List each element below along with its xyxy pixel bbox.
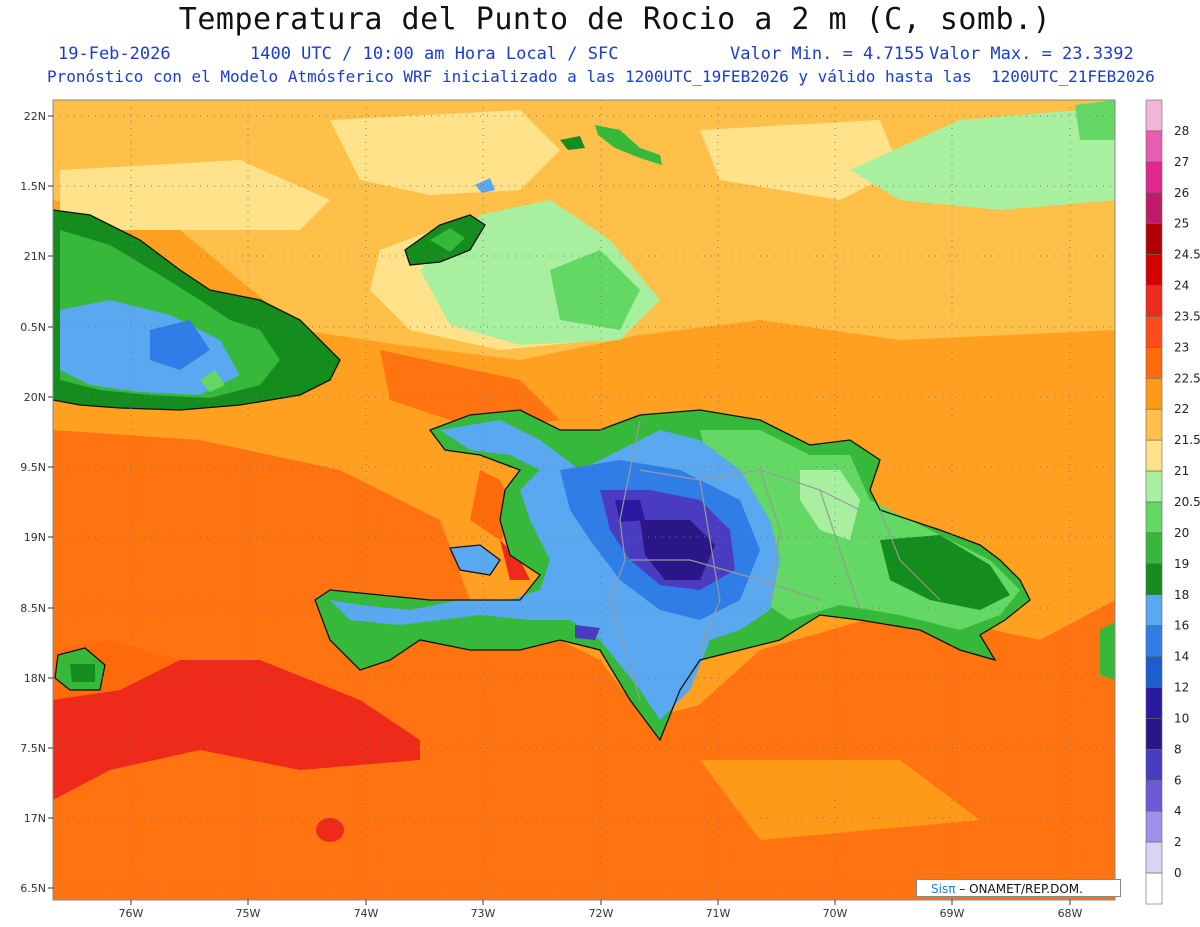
lon-label: 71W: [706, 907, 731, 920]
lat-label: 0.5N: [20, 321, 46, 334]
credit-text: – ONAMET/REP.DOM.: [959, 882, 1083, 896]
colorbar-swatch: [1145, 872, 1163, 905]
colorbar-swatch: [1145, 656, 1163, 688]
graticule: [53, 100, 1115, 900]
lon-labels: 76W 75W 74W 73W 72W 71W 70W 69W 68W: [119, 907, 1083, 920]
colorbar-label: 21: [1174, 464, 1189, 478]
colorbar-label: 25: [1174, 217, 1189, 231]
colorbar-swatch: [1145, 192, 1163, 224]
colorbar-label: 24: [1174, 279, 1189, 293]
colorbar-swatch: [1145, 254, 1163, 286]
colorbar-swatch: [1145, 718, 1163, 750]
lat-label: 17N: [24, 812, 46, 825]
colorbar-label: 6: [1174, 773, 1182, 787]
date-label: 19-Feb-2026: [58, 44, 171, 64]
colorbar-label: 0: [1174, 866, 1182, 880]
model-description: Pronóstico con el Modelo Atmósferico WRF…: [47, 67, 1155, 86]
colorbar-swatch: [1145, 532, 1163, 565]
colorbar-label: 16: [1174, 619, 1189, 633]
colorbar-swatch: [1145, 378, 1163, 410]
colorbar-swatch: [1145, 316, 1163, 348]
lon-label: 75W: [236, 907, 261, 920]
lon-label: 69W: [940, 907, 965, 920]
colorbar-swatch: [1145, 161, 1163, 194]
colorbar-label: 23: [1174, 340, 1189, 354]
province-borders: [609, 419, 941, 701]
colorbar-label: 22.5: [1174, 371, 1200, 385]
colorbar-swatch: [1145, 470, 1163, 503]
colorbar-label: 20.5: [1174, 495, 1200, 509]
colorbar-swatch: [1145, 285, 1163, 317]
colorbar-swatch: [1145, 810, 1163, 843]
colorbar-label: 18: [1174, 588, 1189, 602]
colorbar-label: 21.5: [1174, 433, 1200, 447]
lat-label: 7.5N: [20, 742, 46, 755]
credit-logo: Sisπ: [931, 882, 956, 896]
colorbar-label: 2: [1174, 835, 1182, 849]
colorbar-swatch: [1145, 687, 1163, 719]
colorbar-swatch: [1145, 625, 1163, 657]
lon-ticks: [130, 900, 1071, 905]
lat-ticks: [48, 115, 53, 889]
lat-label: 9.5N: [20, 461, 46, 474]
lon-label: 70W: [823, 907, 848, 920]
lat-label: 20N: [24, 391, 46, 404]
colorbar-label: 12: [1174, 681, 1189, 695]
min-value-label: Valor Min. = 4.7155: [730, 44, 925, 64]
lat-label: 22N: [24, 110, 46, 123]
colorbar-swatch: [1145, 347, 1163, 379]
lat-label: 8.5N: [20, 602, 46, 615]
colorbar-label: 19: [1174, 557, 1189, 571]
colorbar-label: 27: [1174, 155, 1189, 169]
max-value-label: Valor Max. = 23.3392: [929, 44, 1134, 64]
lon-label: 74W: [354, 907, 379, 920]
colorbar-label: 28: [1174, 124, 1189, 138]
lon-label: 73W: [471, 907, 496, 920]
map-border: [52, 99, 1116, 901]
lon-label: 72W: [589, 907, 614, 920]
colorbar-swatch: [1145, 408, 1163, 441]
colorbar-swatch: [1145, 99, 1163, 132]
colorbar-swatch: [1145, 563, 1163, 596]
colorbar-swatch: [1145, 501, 1163, 534]
lat-label: 1.5N: [20, 180, 46, 193]
lat-label: 19N: [24, 531, 46, 544]
colorbar-swatch: [1145, 594, 1163, 626]
coastlines: [53, 209, 1031, 742]
lat-label: 6.5N: [20, 882, 46, 895]
colorbar-swatch: [1145, 749, 1163, 781]
lon-label: 68W: [1058, 907, 1083, 920]
lon-label: 76W: [119, 907, 144, 920]
colorbar-label: 20: [1174, 526, 1189, 540]
colorbar-label: 10: [1174, 711, 1189, 725]
valid-time-label: 1400 UTC / 10:00 am Hora Local / SFC: [250, 44, 619, 64]
colorbar-label: 14: [1174, 650, 1189, 664]
colorbar-swatch: [1145, 439, 1163, 472]
colorbar-swatch: [1145, 130, 1163, 163]
colorbar-labels: 2827262524.52423.52322.52221.52120.52019…: [1174, 124, 1200, 880]
colorbar-swatch: [1145, 780, 1163, 812]
colorbar-label: 26: [1174, 186, 1189, 200]
colorbar-label: 24.5: [1174, 248, 1200, 262]
colorbar-swatch: [1145, 841, 1163, 874]
colorbar-label: 22: [1174, 402, 1189, 416]
map-title: Temperatura del Punto de Rocio a 2 m (C,…: [178, 2, 1052, 37]
lat-labels: 22N 1.5N 21N 0.5N 20N 9.5N 19N 8.5N 18N …: [20, 110, 46, 895]
colorbar-swatch: [1145, 223, 1163, 255]
colorbar-label: 23.5: [1174, 309, 1200, 323]
dewpoint-field: [53, 100, 1115, 900]
colorbar-label: 4: [1174, 804, 1182, 818]
colorbar: [1145, 99, 1163, 905]
credit-badge: Sisπ – ONAMET/REP.DOM.: [916, 879, 1121, 897]
colorbar-label: 8: [1174, 742, 1182, 756]
lat-label: 18N: [24, 672, 46, 685]
lat-label: 21N: [24, 250, 46, 263]
